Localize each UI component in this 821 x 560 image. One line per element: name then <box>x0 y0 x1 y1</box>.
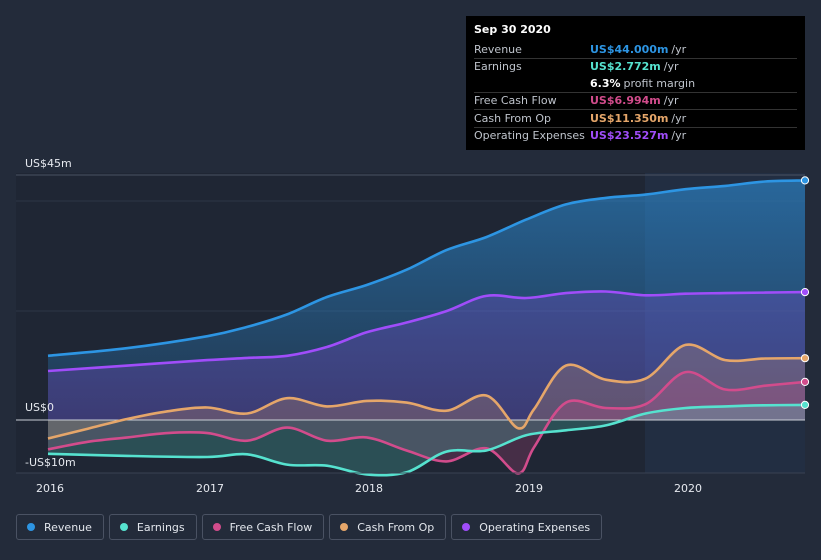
y-tick-min: -US$10m <box>25 456 76 469</box>
y-tick-max: US$45m <box>25 157 72 170</box>
earnings-end-point[interactable] <box>800 400 810 409</box>
tooltip-row-cfo: Cash From Op US$11.350m /yr <box>474 110 797 128</box>
legend-label: Cash From Op <box>357 520 435 534</box>
tooltip-row-revenue: Revenue US$44.000m /yr <box>474 41 797 59</box>
tooltip-label: Earnings <box>474 60 522 74</box>
tooltip-label: Operating Expenses <box>474 129 585 143</box>
tooltip-value: US$2.772m <box>590 60 661 74</box>
legend-item-operating-expenses[interactable]: Operating Expenses <box>451 514 603 540</box>
operating-expenses-area <box>48 291 805 420</box>
tooltip-value: US$23.527m <box>590 129 669 143</box>
tooltip: Sep 30 2020 Revenue US$44.000m /yr Earni… <box>466 16 805 150</box>
tooltip-value: US$6.994m <box>590 94 661 108</box>
legend-dot-icon <box>212 523 221 531</box>
tooltip-unit: /yr <box>663 60 679 74</box>
x-tick-2018: 2018 <box>355 482 383 495</box>
tooltip-date: Sep 30 2020 <box>474 23 551 36</box>
legend-item-cash-from-op[interactable]: Cash From Op <box>329 514 447 540</box>
legend-label: Free Cash Flow <box>229 520 313 534</box>
legend-item-earnings[interactable]: Earnings <box>108 514 197 540</box>
tooltip-unit: /yr <box>663 94 679 108</box>
x-tick-2019: 2019 <box>515 482 543 495</box>
legend-label: Revenue <box>44 520 92 534</box>
y-tick-zero: US$0 <box>25 401 55 414</box>
legend-dot-icon <box>119 523 128 531</box>
tooltip-label: Free Cash Flow <box>474 94 557 108</box>
tooltip-row-opex: Operating Expenses US$23.527m /yr <box>474 128 797 145</box>
tooltip-value: US$44.000m <box>590 42 669 56</box>
tooltip-row-margin: 6.3% profit margin <box>474 75 797 93</box>
tooltip-unit: /yr <box>671 42 687 56</box>
cash-from-op-end-point[interactable] <box>800 354 810 363</box>
operating-expenses-end-point[interactable] <box>800 288 810 297</box>
tooltip-unit: /yr <box>671 129 687 143</box>
revenue-area <box>48 180 805 420</box>
x-tick-2016: 2016 <box>36 482 64 495</box>
tooltip-unit: /yr <box>671 111 687 125</box>
tooltip-row-fcf: Free Cash Flow US$6.994m /yr <box>474 93 797 110</box>
tooltip-unit: profit margin <box>623 76 696 90</box>
legend: Revenue Earnings Free Cash Flow Cash Fro… <box>16 514 603 540</box>
legend-item-free-cash-flow[interactable]: Free Cash Flow <box>201 514 325 540</box>
legend-dot-icon <box>340 523 349 531</box>
revenue-line <box>47 179 806 358</box>
legend-item-revenue[interactable]: Revenue <box>16 514 104 540</box>
tooltip-value: US$11.350m <box>590 111 669 125</box>
free-cash-flow-line <box>47 370 806 475</box>
legend-dot-icon <box>27 523 35 531</box>
x-tick-2020: 2020 <box>674 482 702 495</box>
cash-from-op-area <box>48 344 805 439</box>
free-cash-flow-end-point[interactable] <box>800 377 810 386</box>
tooltip-label: Cash From Op <box>474 111 552 125</box>
tooltip-label: Revenue <box>474 42 522 56</box>
earnings-line <box>47 403 806 477</box>
legend-label: Earnings <box>136 520 185 534</box>
tooltip-row-earnings: Earnings US$2.772m /yr <box>474 59 797 76</box>
tooltip-value: 6.3% <box>590 76 621 90</box>
revenue-end-point[interactable] <box>800 176 810 185</box>
cash-from-op-line <box>47 343 806 440</box>
x-tick-2017: 2017 <box>196 482 224 495</box>
legend-label: Operating Expenses <box>479 520 591 534</box>
legend-dot-icon <box>462 523 471 531</box>
operating-expenses-line <box>47 290 806 373</box>
free-cash-flow-area <box>48 371 805 474</box>
